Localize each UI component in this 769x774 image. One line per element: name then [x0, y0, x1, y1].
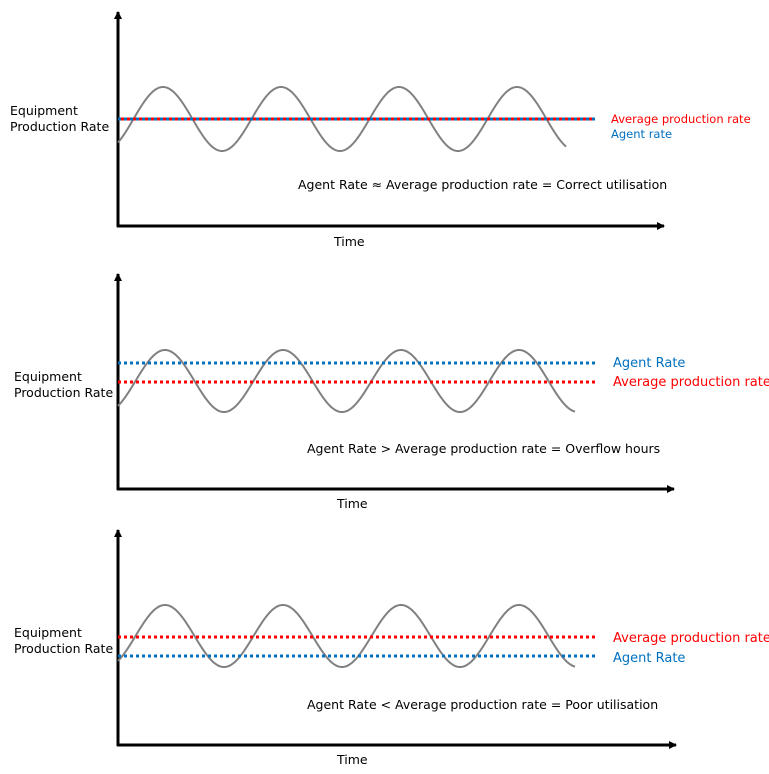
panel-correct-utilisation: Average production rate Agent rate Agent…: [10, 11, 751, 249]
panel-poor-utilisation: Average production rate Agent Rate Agent…: [14, 529, 769, 767]
legend-average: Average production rate: [613, 375, 769, 390]
caption: Agent Rate < Average production rate = P…: [307, 697, 658, 712]
x-axis-label: Time: [336, 496, 368, 511]
legend-agent: Agent Rate: [613, 356, 685, 371]
legend-agent: Agent rate: [611, 127, 672, 141]
production-wave: [117, 348, 576, 414]
y-axis-label-line1: Equipment: [14, 625, 82, 640]
y-axis-label-line1: Equipment: [10, 103, 78, 118]
y-axis-label-line2: Production Rate: [10, 119, 109, 134]
y-axis-label-line2: Production Rate: [14, 385, 113, 400]
x-axis-label: Time: [336, 752, 368, 767]
y-axis-label-line1: Equipment: [14, 369, 82, 384]
production-wave: [117, 603, 576, 669]
legend-average: Average production rate: [611, 112, 751, 126]
legend-agent: Agent Rate: [613, 651, 685, 666]
y-axis-label-line2: Production Rate: [14, 641, 113, 656]
legend-average: Average production rate: [613, 631, 769, 646]
caption: Agent Rate ≈ Average production rate = C…: [298, 177, 667, 192]
panel-overflow-hours: Agent Rate Average production rate Agent…: [14, 273, 769, 511]
x-axis-label: Time: [333, 234, 365, 249]
caption: Agent Rate > Average production rate = O…: [307, 441, 660, 456]
